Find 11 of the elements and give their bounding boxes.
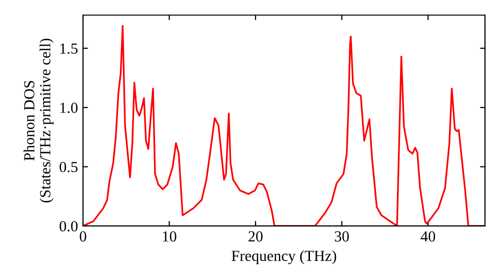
x-tick-label: 10 <box>162 231 176 242</box>
x-tick-label: 20 <box>248 231 263 242</box>
y-tick-label: 0.0 <box>60 221 78 232</box>
y-tick-label: 1.5 <box>60 44 78 54</box>
y-axis-title: Phonon DOS (States/THz·primitive cell) <box>24 38 54 202</box>
x-tick-label: 0 <box>80 231 86 242</box>
y-tick-label: 0.5 <box>60 162 78 172</box>
y-tick-label: 1.0 <box>60 102 78 114</box>
x-tick-label: 30 <box>334 231 349 242</box>
x-axis-title: Frequency (THz) <box>232 250 336 264</box>
x-tick-label: 40 <box>420 231 436 242</box>
